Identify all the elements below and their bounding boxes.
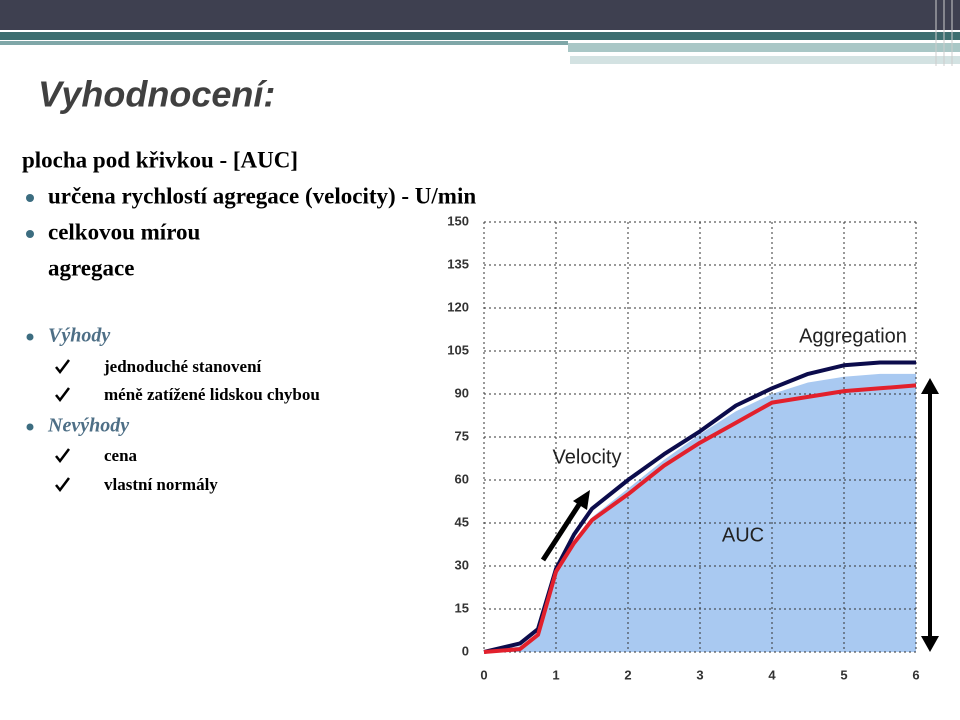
annotation: Velocity [553, 446, 622, 468]
bullet-dot [26, 194, 34, 202]
velocity-arrow [540, 498, 585, 562]
top-band [0, 0, 960, 30]
y-tick-label: 150 [447, 213, 469, 228]
y-tick-label: 135 [447, 256, 469, 271]
y-tick-label: 45 [455, 514, 469, 529]
data-line [483, 383, 917, 654]
bullet-dot [26, 423, 34, 431]
item: jednoduché stanovení [103, 357, 262, 376]
group-label: Nevýhody [47, 415, 129, 437]
annotation: Aggregation [799, 325, 907, 347]
top-stripe [568, 43, 960, 52]
slide-title: Vyhodnocení: [38, 74, 275, 115]
bullet: agregace [48, 255, 134, 280]
y-tick-label: 15 [455, 600, 469, 615]
x-tick-label: 0 [480, 667, 487, 682]
top-stripe [570, 56, 960, 64]
x-tick-label: 4 [768, 667, 776, 682]
checkmarks [55, 359, 70, 493]
heading: plocha pod křivkou - [AUC] [22, 147, 298, 172]
top-stripe [0, 32, 960, 40]
bullet: celkovou mírou [48, 219, 200, 244]
y-tick-label: 60 [455, 471, 469, 486]
item: vlastní normály [104, 475, 218, 494]
item: cena [104, 446, 138, 465]
y-tick-label: 105 [447, 342, 469, 357]
x-tick-label: 2 [624, 667, 631, 682]
top-stripe [0, 41, 568, 45]
y-tick-label: 90 [455, 385, 469, 400]
annotation: AUC [722, 524, 764, 546]
bullet: určena rychlostí agregace (velocity) - U… [48, 183, 476, 208]
y-tick-label: 0 [462, 643, 469, 658]
y-tick-label: 120 [447, 299, 469, 314]
x-tick-label: 5 [840, 667, 847, 682]
velocity-arrowhead [573, 490, 590, 510]
y-tick-label: 30 [455, 557, 469, 572]
y-tick-label: 75 [455, 428, 469, 443]
x-tick-label: 3 [696, 667, 703, 682]
bullet-dot [26, 333, 34, 341]
bullet-dot [26, 230, 34, 238]
x-tick-label: 6 [912, 667, 919, 682]
item: méně zatížené lidskou chybou [104, 385, 320, 404]
group-label: Výhody [48, 325, 110, 347]
x-tick-label: 1 [552, 667, 559, 682]
